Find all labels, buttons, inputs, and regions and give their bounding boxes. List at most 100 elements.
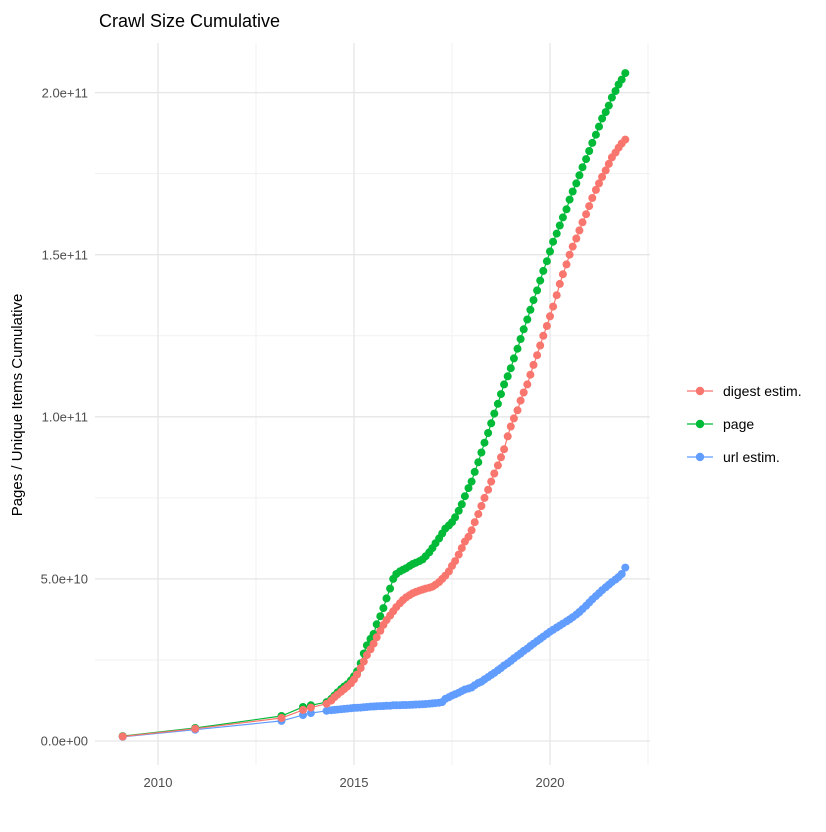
legend-label-page: page (723, 416, 754, 432)
data-point (588, 138, 597, 147)
data-point (536, 276, 545, 285)
legend-item-url-estim: url estim. (687, 449, 780, 465)
legend-label-digest-estim: digest estim. (723, 383, 802, 399)
data-point (546, 312, 554, 321)
data-point (457, 544, 466, 553)
data-point (582, 155, 591, 164)
data-point (477, 448, 486, 457)
data-point (306, 703, 315, 712)
data-point (588, 194, 597, 202)
data-point (516, 396, 525, 405)
data-point (595, 122, 603, 131)
data-point (369, 639, 378, 648)
data-point (617, 570, 626, 578)
data-series-layer (118, 69, 630, 741)
data-point (376, 626, 385, 635)
data-point (575, 171, 584, 180)
data-point (487, 419, 496, 428)
series-url-estim (118, 563, 630, 741)
data-point (467, 526, 476, 535)
chart-title: Crawl Size Cumulative (99, 11, 280, 31)
x-tick-2020: 2020 (536, 775, 565, 790)
data-point (359, 657, 368, 666)
data-point (379, 604, 388, 613)
data-point (575, 226, 584, 235)
data-point (595, 179, 603, 188)
data-point (601, 166, 610, 175)
data-point (497, 453, 505, 462)
data-point (536, 341, 545, 350)
data-point (533, 351, 542, 360)
data-point (591, 185, 600, 194)
data-point (503, 432, 512, 441)
data-point (454, 550, 463, 559)
data-point (509, 354, 518, 363)
data-point (500, 445, 509, 454)
data-point (474, 510, 483, 519)
data-point (533, 286, 542, 295)
data-point (503, 372, 512, 381)
data-point (552, 291, 561, 300)
data-point (555, 221, 564, 230)
data-point (572, 179, 581, 188)
data-point (487, 477, 496, 486)
data-point (598, 114, 607, 123)
data-point (611, 87, 620, 95)
data-point (585, 202, 594, 211)
data-point (299, 705, 307, 714)
data-point (529, 296, 538, 305)
data-point (621, 563, 630, 572)
legend-key-dot-digest (695, 386, 705, 396)
data-point (549, 237, 558, 246)
data-point (542, 257, 551, 266)
data-point (306, 709, 315, 718)
data-point (552, 229, 561, 238)
data-point (382, 594, 391, 603)
data-point (500, 380, 509, 389)
data-point (506, 364, 515, 373)
data-point (621, 135, 630, 144)
data-point (356, 664, 365, 673)
legend-item-digest-estim: digest estim. (687, 383, 802, 399)
y-tick-5e10: 5.0e+10 (41, 572, 88, 587)
data-point (565, 195, 574, 204)
data-point (621, 69, 630, 78)
data-point (601, 108, 610, 117)
data-point (454, 506, 463, 515)
data-point (513, 406, 522, 415)
data-point (490, 469, 499, 478)
y-tick-2e11: 2.0e+11 (42, 86, 88, 101)
data-point (490, 409, 499, 418)
data-point (372, 633, 381, 642)
data-point (591, 130, 600, 139)
data-point (562, 260, 571, 269)
data-point (546, 247, 554, 256)
data-point (480, 438, 489, 447)
data-point (585, 147, 594, 155)
data-point (484, 429, 493, 437)
legend-key-dot-page (695, 419, 705, 429)
data-point (526, 305, 535, 314)
data-point (617, 75, 626, 84)
y-tick-1-5e11: 1.5e+11 (42, 248, 88, 263)
data-point (513, 344, 522, 353)
legend-item-page: page (687, 416, 754, 432)
y-tick-1e11: 1.0e+11 (42, 410, 88, 425)
data-point (607, 93, 616, 102)
y-axis-title: Pages / Unique Items Cumulative (9, 294, 26, 517)
legend-key-dot-url (695, 452, 705, 462)
data-point (497, 390, 505, 399)
data-point (474, 458, 483, 467)
data-point (460, 492, 469, 501)
data-point (568, 242, 577, 251)
data-point (604, 101, 613, 110)
x-tick-2015: 2015 (340, 775, 369, 790)
data-point (464, 484, 473, 493)
data-point (464, 532, 473, 541)
data-point (519, 325, 528, 334)
data-point (372, 620, 381, 629)
data-point (572, 234, 581, 243)
data-point (376, 612, 385, 621)
